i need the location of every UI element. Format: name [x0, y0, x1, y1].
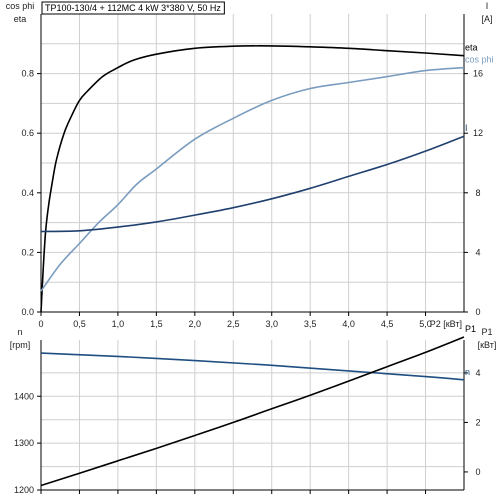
text-layer: 0.0 0.2 0.4 0.6 0.8 0 4 8 12 16 0 0,5 1,0 1,5 2,0 2,5 3,… — [6, 1, 497, 495]
x-tick-label: 4,5 — [381, 319, 394, 329]
x-tick-label: 4,0 — [342, 319, 355, 329]
y-left-axis-label: eta — [14, 14, 27, 24]
series-layer — [40, 45, 465, 487]
y-right-tick-label: 12 — [473, 128, 483, 138]
series-label-cos-phi: cos phi — [465, 55, 494, 65]
series-line-cos-phi — [40, 66, 465, 292]
y-right-tick-label: 16 — [473, 69, 483, 79]
series-label-n: n — [465, 367, 470, 377]
x-tick-label: 3,5 — [304, 319, 317, 329]
x-tick-label: 2,5 — [227, 319, 240, 329]
y-left-tick-label: 0.6 — [21, 128, 34, 138]
chart-title-box — [41, 1, 225, 15]
y-right-tick-label: 4 — [475, 368, 480, 378]
chart-title: TP100-130/4 + 112MC 4 kW 3*380 V, 50 Hz — [45, 3, 221, 13]
y-right-axis-label: [кВт] — [478, 340, 497, 350]
x-tick-label: 0 — [38, 319, 43, 329]
y-right-tick-label: 2 — [475, 417, 480, 427]
series-line-p1 — [40, 336, 465, 487]
series-label-p1: P1 — [465, 324, 476, 334]
axes-layer — [37, 14, 468, 494]
x-tick-label: 2,0 — [189, 319, 202, 329]
x-tick-label: 5,0 — [419, 319, 432, 329]
y-left-tick-label: 1200 — [14, 485, 34, 495]
y-right-tick-label: 0 — [475, 307, 480, 317]
y-right-tick-label: 0 — [475, 467, 480, 477]
series-line-n — [40, 352, 465, 381]
y-right-axis-label: P1 — [481, 327, 492, 337]
series-label-i: I — [465, 123, 468, 133]
series-line-i — [40, 135, 465, 233]
y-left-tick-label: 0.4 — [21, 188, 34, 198]
y-left-axis-label: [rpm] — [10, 340, 31, 350]
x-tick-label: 3,0 — [265, 319, 278, 329]
series-label-eta: eta — [465, 43, 478, 53]
x-axis-label: P2 [кВт] — [430, 319, 462, 329]
y-right-tick-label: 8 — [475, 188, 480, 198]
y-right-tick-label: 4 — [475, 247, 480, 257]
series-line-eta — [40, 45, 465, 313]
y-right-axis-label: [A] — [481, 14, 492, 24]
y-left-tick-label: 0.0 — [21, 307, 34, 317]
x-tick-label: 1,0 — [112, 319, 125, 329]
y-left-tick-label: 0.8 — [21, 69, 34, 79]
x-tick-label: 1,5 — [150, 319, 163, 329]
y-left-axis-label: cos phi — [6, 1, 35, 11]
y-left-axis-label: n — [17, 327, 22, 337]
x-tick-label: 0,5 — [73, 319, 86, 329]
y-right-axis-label: I — [486, 1, 489, 11]
y-left-tick-label: 0.2 — [21, 247, 34, 257]
y-left-tick-label: 1300 — [14, 438, 34, 448]
y-left-tick-label: 1400 — [14, 391, 34, 401]
